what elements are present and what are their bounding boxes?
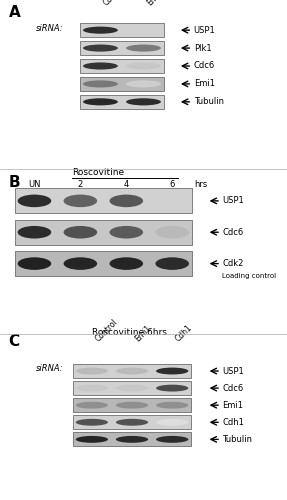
Ellipse shape (18, 226, 51, 238)
Text: 6: 6 (170, 180, 175, 188)
Bar (73, 416, 191, 429)
Ellipse shape (116, 368, 148, 374)
Bar (80, 41, 164, 55)
Ellipse shape (156, 436, 188, 443)
Ellipse shape (126, 62, 161, 70)
Text: Control: Control (93, 318, 119, 344)
Ellipse shape (63, 226, 97, 238)
Text: Cdc6: Cdc6 (222, 384, 244, 392)
Text: Emi1: Emi1 (194, 80, 215, 88)
Text: Tubulin: Tubulin (194, 98, 224, 106)
Ellipse shape (156, 368, 188, 374)
Ellipse shape (116, 402, 148, 408)
Ellipse shape (76, 436, 108, 443)
Text: siRNA:: siRNA: (36, 24, 63, 33)
Ellipse shape (126, 26, 161, 34)
Ellipse shape (156, 402, 188, 408)
Ellipse shape (126, 80, 161, 87)
Ellipse shape (83, 62, 118, 70)
Ellipse shape (63, 194, 97, 207)
Bar (73, 381, 191, 395)
Ellipse shape (110, 258, 143, 270)
Text: Roscovitine 6hrs: Roscovitine 6hrs (92, 328, 166, 336)
Ellipse shape (116, 384, 148, 392)
Ellipse shape (156, 419, 188, 426)
Ellipse shape (156, 384, 188, 392)
Ellipse shape (76, 384, 108, 392)
Ellipse shape (83, 44, 118, 52)
Text: Plk1: Plk1 (194, 44, 211, 52)
Text: UN: UN (28, 180, 41, 188)
Ellipse shape (116, 436, 148, 443)
Text: USP1: USP1 (194, 26, 216, 35)
Text: USP1: USP1 (222, 366, 244, 376)
Text: Cdc6: Cdc6 (194, 62, 215, 70)
Ellipse shape (83, 26, 118, 34)
Text: siRNA:: siRNA: (36, 364, 63, 373)
Bar (15, 188, 192, 214)
Ellipse shape (76, 402, 108, 408)
Ellipse shape (156, 258, 189, 270)
Text: hrs: hrs (194, 180, 208, 188)
Bar (80, 23, 164, 38)
Text: A: A (9, 5, 20, 20)
Text: Control: Control (102, 0, 128, 8)
Text: Loading control: Loading control (222, 272, 277, 278)
Bar (15, 220, 192, 245)
Bar (73, 432, 191, 446)
Text: Emi1: Emi1 (222, 400, 243, 409)
Ellipse shape (116, 419, 148, 426)
Text: Emi1: Emi1 (145, 0, 165, 8)
Bar (80, 77, 164, 91)
Text: C: C (9, 334, 20, 349)
Text: B: B (9, 175, 20, 190)
Text: Tubulin: Tubulin (222, 435, 253, 444)
Text: Cdk2: Cdk2 (222, 259, 244, 268)
Bar (80, 94, 164, 109)
Text: Emi1: Emi1 (133, 324, 153, 344)
Text: Roscovitine: Roscovitine (72, 168, 124, 177)
Ellipse shape (83, 80, 118, 87)
Ellipse shape (110, 194, 143, 207)
Bar (15, 251, 192, 276)
Ellipse shape (126, 98, 161, 105)
Ellipse shape (76, 419, 108, 426)
Ellipse shape (156, 226, 189, 238)
Ellipse shape (18, 258, 51, 270)
Text: Cdc6: Cdc6 (222, 228, 244, 236)
Ellipse shape (76, 368, 108, 374)
Text: Cdh1: Cdh1 (174, 323, 194, 344)
Ellipse shape (63, 258, 97, 270)
Bar (80, 59, 164, 73)
Bar (73, 398, 191, 412)
Ellipse shape (18, 194, 51, 207)
Ellipse shape (83, 98, 118, 105)
Ellipse shape (126, 44, 161, 52)
Text: Cdh1: Cdh1 (222, 418, 244, 427)
Bar (73, 364, 191, 378)
Text: USP1: USP1 (222, 196, 244, 205)
Ellipse shape (110, 226, 143, 238)
Ellipse shape (156, 194, 189, 207)
Text: 4: 4 (124, 180, 129, 188)
Text: 2: 2 (78, 180, 83, 188)
